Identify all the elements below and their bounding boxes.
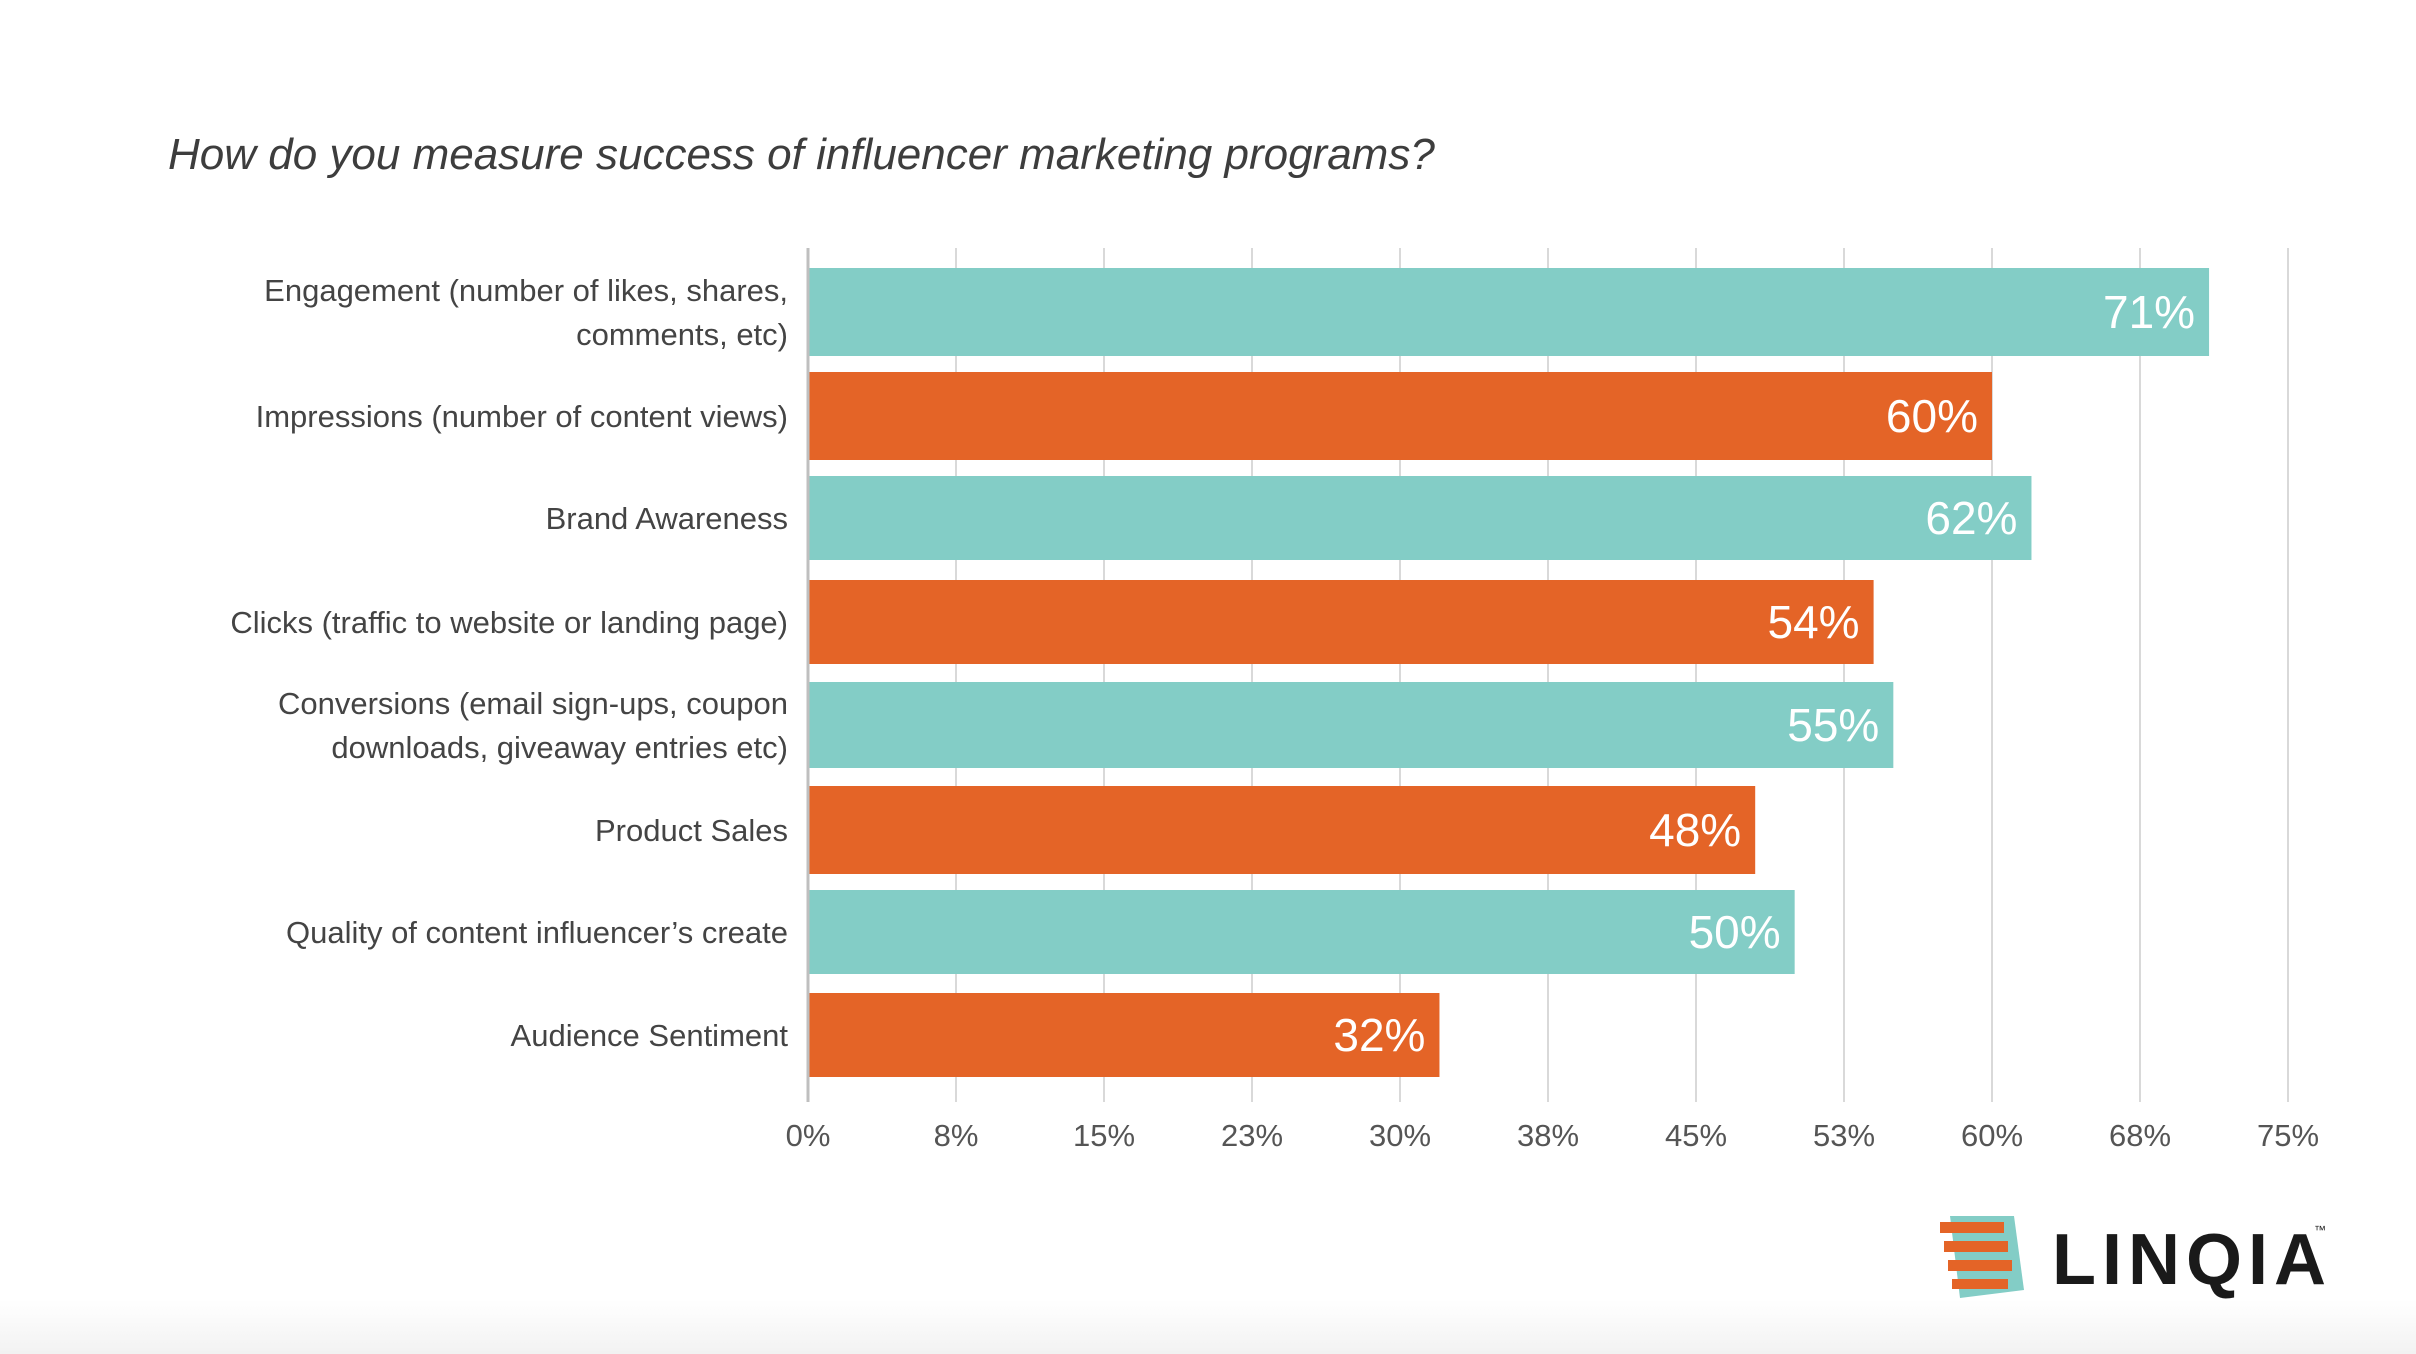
x-tick-label: 0% — [786, 1118, 831, 1153]
bar-value-label: 55% — [1787, 699, 1879, 751]
bar — [808, 786, 1756, 874]
x-tick-label: 45% — [1665, 1118, 1727, 1153]
footer-shade — [0, 1300, 2416, 1354]
x-tick-label: 15% — [1073, 1118, 1135, 1153]
bar-value-label: 71% — [2103, 286, 2195, 338]
bar — [808, 268, 2210, 356]
linqia-logo-mark-icon — [1940, 1216, 2024, 1298]
x-tick-label: 68% — [2109, 1118, 2171, 1153]
category-labels: Engagement (number of likes, shares, comm… — [230, 273, 788, 1053]
bar-value-label: 50% — [1689, 906, 1781, 958]
chart-title: How do you measure success of influencer… — [168, 130, 1435, 179]
bar — [808, 476, 2032, 560]
x-tick-label: 75% — [2257, 1118, 2319, 1153]
x-tick-label: 30% — [1369, 1118, 1431, 1153]
x-tick-label: 38% — [1517, 1118, 1579, 1153]
bar — [808, 580, 1874, 664]
linqia-logo: LINQIA ™ — [1940, 1216, 2332, 1300]
category-label: Clicks (traffic to website or landing pa… — [230, 605, 788, 640]
x-tick-label: 60% — [1961, 1118, 2023, 1153]
bar — [808, 682, 1894, 768]
bar — [808, 993, 1440, 1077]
bar-value-label: 48% — [1649, 804, 1741, 856]
x-tick-label: 8% — [934, 1118, 979, 1153]
category-label: Impressions (number of content views) — [256, 399, 788, 434]
category-label: Product Sales — [595, 813, 788, 848]
category-label: Engagement (number of likes, shares, comm… — [264, 273, 788, 352]
bar-value-label: 54% — [1768, 596, 1860, 648]
bar-value-label: 32% — [1333, 1009, 1425, 1061]
logo-wordmark: LINQIA — [2052, 1220, 2332, 1300]
bar-value-label: 62% — [1925, 492, 2017, 544]
x-tick-label: 23% — [1221, 1118, 1283, 1153]
logo-trademark: ™ — [2314, 1223, 2326, 1237]
x-tick-label: 53% — [1813, 1118, 1875, 1153]
category-label: Audience Sentiment — [511, 1018, 789, 1053]
bar-value-label: 60% — [1886, 390, 1978, 442]
bar — [808, 890, 1795, 974]
bar — [808, 372, 1992, 460]
category-label: Brand Awareness — [546, 501, 788, 536]
bars: 71% 60% 62% 54% 55% 48% 50% 32% — [808, 268, 2210, 1077]
category-label: Quality of content influencer’s create — [286, 915, 788, 950]
category-label: Conversions (email sign-ups, coupon downl… — [278, 686, 788, 765]
x-axis-ticks: 0% 8% 15% 23% 30% 38% 45% 53% 60% 68% 75% — [786, 1118, 2319, 1153]
